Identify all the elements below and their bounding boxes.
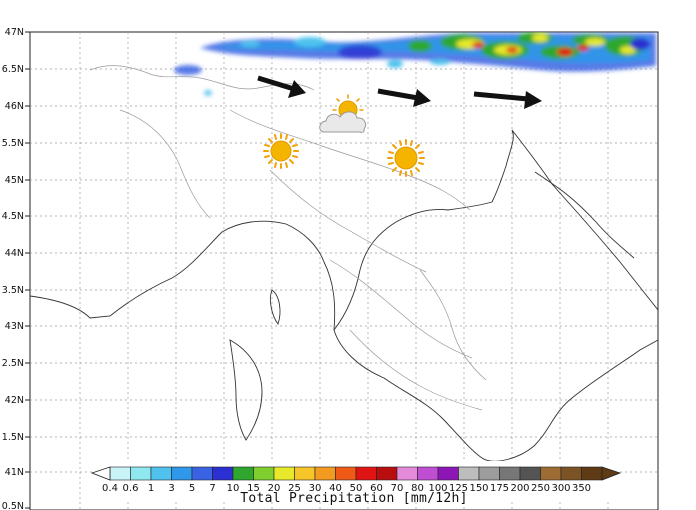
colorbar-left-arrow <box>90 466 111 481</box>
colorbar-cell <box>417 466 439 481</box>
colorbar-tick-label: 50 <box>350 483 363 494</box>
colorbar-title: Total Precipitation [mm/12h] <box>240 491 468 506</box>
colorbar-cell <box>335 466 357 481</box>
colorbar-tick-label: 150 <box>469 483 488 494</box>
colorbar-tick-label: 60 <box>370 483 383 494</box>
lat-label: 41N <box>5 467 24 478</box>
colorbar-cell <box>171 466 193 481</box>
precipitation-field <box>174 32 656 96</box>
colorbar-cells <box>109 466 603 481</box>
lat-label: 42N <box>5 395 24 406</box>
colorbar-cell <box>273 466 295 481</box>
colorbar-cell <box>519 466 541 481</box>
colorbar-cell <box>212 466 234 481</box>
lat-label: 0.5N <box>2 501 24 510</box>
colorbar-cell <box>458 466 480 481</box>
colorbar-tick-label: 25 <box>288 483 301 494</box>
colorbar-tick-label: 3 <box>168 483 174 494</box>
colorbar-cell <box>191 466 213 481</box>
wind-arrow-east-icon <box>377 88 431 107</box>
colorbar-tick-label: 0.4 <box>102 483 118 494</box>
colorbar-cell <box>540 466 562 481</box>
lat-label: 44N <box>5 248 24 259</box>
wind-arrow-east-icon <box>473 91 542 109</box>
lat-label: 2.5N <box>2 358 24 369</box>
latitude-axis: 47N 6.5N 46N 5.5N 45N 4.5N 44N 3.5N 43N … <box>2 27 30 510</box>
colorbar-cell <box>150 466 172 481</box>
colorbar-right-arrow <box>601 466 622 481</box>
colorbar-tick-label: 1 <box>148 483 154 494</box>
lat-label: 47N <box>5 27 24 38</box>
lat-ticks <box>25 31 30 509</box>
colorbar-cell <box>499 466 521 481</box>
colorbar: 0.4 0.6 1 3 5 7 10 15 20 25 30 40 50 60 70 80 100 125 150 1… <box>90 461 622 506</box>
lat-label: 1.5N <box>2 432 24 443</box>
colorbar-tick-label: 80 <box>411 483 424 494</box>
lat-label: 5.5N <box>2 138 24 149</box>
lat-label: 4.5N <box>2 211 24 222</box>
colorbar-cell <box>478 466 500 481</box>
colorbar-tick-label: 0.6 <box>123 483 139 494</box>
colorbar-tick-label: 350 <box>572 483 591 494</box>
lat-label: 43N <box>5 321 24 332</box>
wind-arrows <box>257 75 542 109</box>
colorbar-tick-label: 250 <box>531 483 550 494</box>
colorbar-tick-label: 10 <box>227 483 240 494</box>
colorbar-tick-label: 20 <box>268 483 281 494</box>
colorbar-tick-label: 70 <box>391 483 404 494</box>
colorbar-cell <box>232 466 254 481</box>
colorbar-cell <box>581 466 603 481</box>
colorbar-tick-label: 100 <box>428 483 447 494</box>
colorbar-cell <box>314 466 336 481</box>
colorbar-cell <box>560 466 582 481</box>
borders <box>89 65 487 411</box>
colorbar-tick-label: 5 <box>189 483 195 494</box>
colorbar-cell <box>253 466 275 481</box>
wind-arrow-east-icon <box>257 75 306 98</box>
colorbar-tick-label: 40 <box>329 483 342 494</box>
colorbar-tick-labels: 0.4 0.6 1 3 5 7 10 15 20 25 30 40 50 60 70 80 100 125 150 1… <box>102 483 591 494</box>
colorbar-cell <box>396 466 418 481</box>
colorbar-cell <box>376 466 398 481</box>
sun-icon <box>263 133 299 169</box>
colorbar-cell <box>294 466 316 481</box>
sun-icon <box>387 139 425 177</box>
colorbar-tick-label: 7 <box>209 483 215 494</box>
colorbar-cell <box>130 466 152 481</box>
lat-label: 6.5N <box>2 64 24 75</box>
colorbar-tick-label: 125 <box>449 483 468 494</box>
lat-label: 3.5N <box>2 285 24 296</box>
colorbar-tick-label: 15 <box>247 483 260 494</box>
colorbar-cell <box>437 466 459 481</box>
colorbar-tick-label: 200 <box>510 483 529 494</box>
colorbar-tick-label: 175 <box>490 483 509 494</box>
colorbar-cell <box>109 466 131 481</box>
lat-label: 45N <box>5 175 24 186</box>
colorbar-tick-label: 300 <box>551 483 570 494</box>
colorbar-tick-label: 30 <box>309 483 322 494</box>
colorbar-cell <box>355 466 377 481</box>
lat-label: 46N <box>5 101 24 112</box>
sun-behind-cloud-icon <box>319 94 367 133</box>
coastlines <box>30 129 658 462</box>
